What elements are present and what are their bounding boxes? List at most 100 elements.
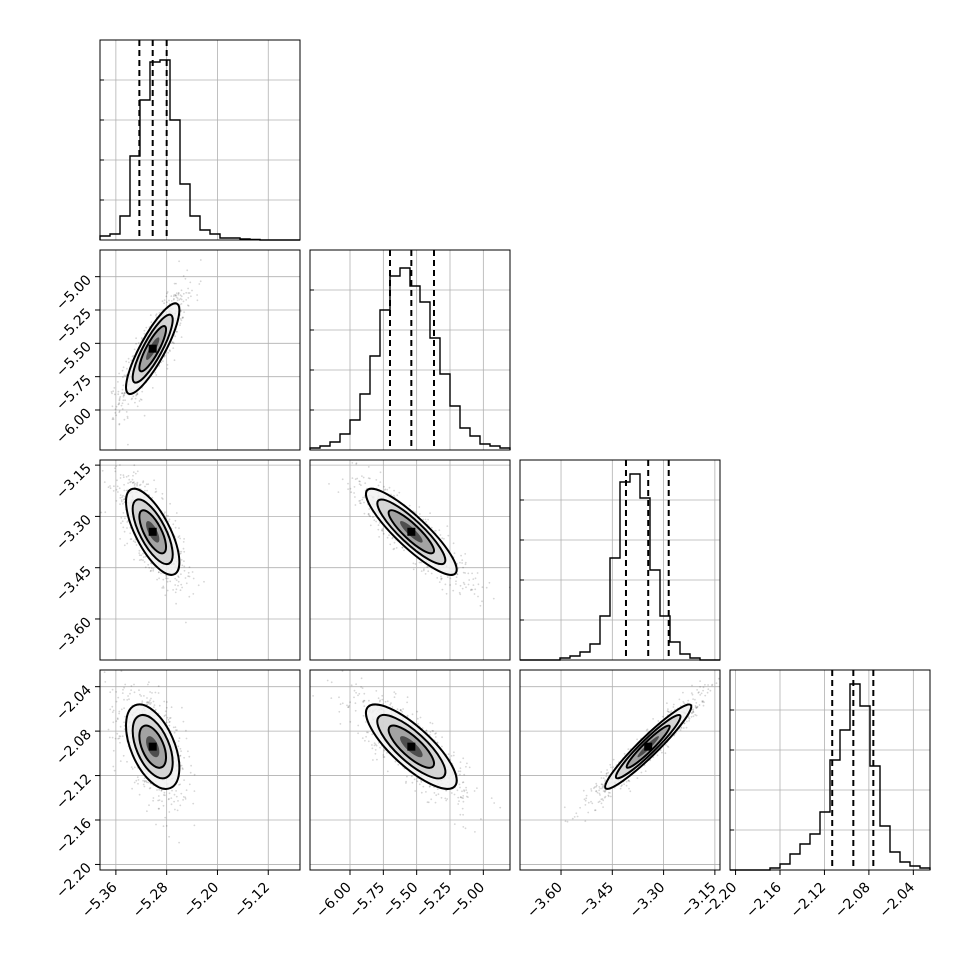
sample-point [125,475,128,478]
sample-point [173,731,176,734]
sample-point [193,824,196,827]
sample-point [172,726,175,729]
sample-point [148,681,150,684]
sample-point [172,341,174,344]
sample-point [121,496,123,499]
sample-point [132,481,135,484]
sample-point [191,289,193,292]
sample-point [187,305,190,307]
sample-point [175,512,178,514]
y-tick-label: −5.25 [53,306,95,348]
sample-point [462,566,464,569]
sample-point [158,704,161,707]
sample-point [168,299,170,302]
sample-point [142,783,145,786]
sample-point [138,484,141,487]
sample-point [357,694,359,697]
panel-0-0 [99,39,301,241]
sample-point [177,292,180,295]
sample-point [441,745,443,748]
sample-point [373,742,376,744]
sample-point [430,798,433,801]
sample-point [376,758,378,761]
sample-point [182,300,185,303]
sample-point [122,384,125,387]
sample-point [188,566,191,568]
sample-point [388,534,390,536]
sample-point [702,689,704,692]
sample-point [393,696,396,699]
sample-point [143,329,146,332]
sample-point [598,786,601,788]
sample-point [429,731,432,733]
sample-point [180,295,183,298]
sample-point [462,813,464,816]
sample-point [461,797,463,799]
sample-point [174,335,177,338]
sample-point [183,565,186,568]
sample-point [434,529,437,532]
y-tick-label: −3.60 [53,614,95,656]
sample-point [403,549,405,552]
sample-point [149,691,152,693]
sample-point [169,350,171,352]
sample-point [192,577,195,580]
sample-point [198,283,201,285]
sample-point [127,482,129,484]
panel-frame [99,669,301,871]
sample-point [418,506,421,508]
sample-point [166,364,169,366]
sample-point [136,392,139,395]
sample-point [459,584,462,587]
sample-point [120,500,123,503]
sample-point [133,558,135,561]
sample-point [118,411,121,414]
sample-point [341,478,344,481]
sample-point [706,691,709,694]
sample-point [146,697,148,699]
sample-point [701,700,704,703]
sample-point [123,530,126,533]
sample-point [121,392,123,395]
sample-point [139,483,142,486]
sample-point [134,401,136,404]
sample-point [477,583,480,586]
sample-point [361,498,364,501]
sample-point [378,536,380,538]
sample-point [392,536,394,539]
sample-point [176,729,178,731]
sample-point [164,511,166,514]
sample-point [161,800,163,803]
sample-point [150,321,153,324]
sample-point [397,763,400,766]
sample-point [111,392,113,395]
sample-point [121,692,124,694]
sample-point [456,562,458,565]
sample-point [136,484,139,487]
sample-point [180,559,183,561]
sample-point [184,577,187,579]
density-peak [148,527,157,536]
x-tick-label: −5.75 [347,880,389,922]
sample-point [393,547,396,550]
sample-point [149,314,152,316]
sample-point [367,740,370,743]
sample-point [174,294,177,297]
sample-point [353,486,356,488]
sample-point [177,292,180,294]
sample-point [111,711,114,713]
sample-point [112,765,115,768]
sample-point [143,414,146,417]
sample-point [350,684,353,687]
sample-point [185,737,188,740]
sample-point [440,575,442,578]
sample-point [143,785,146,788]
sample-point [476,572,479,574]
sample-point [118,712,120,715]
sample-point [155,314,157,317]
sample-point [453,793,456,796]
sample-point [458,591,461,594]
sample-point [367,513,370,516]
sample-point [338,710,341,713]
sample-point [154,691,157,694]
